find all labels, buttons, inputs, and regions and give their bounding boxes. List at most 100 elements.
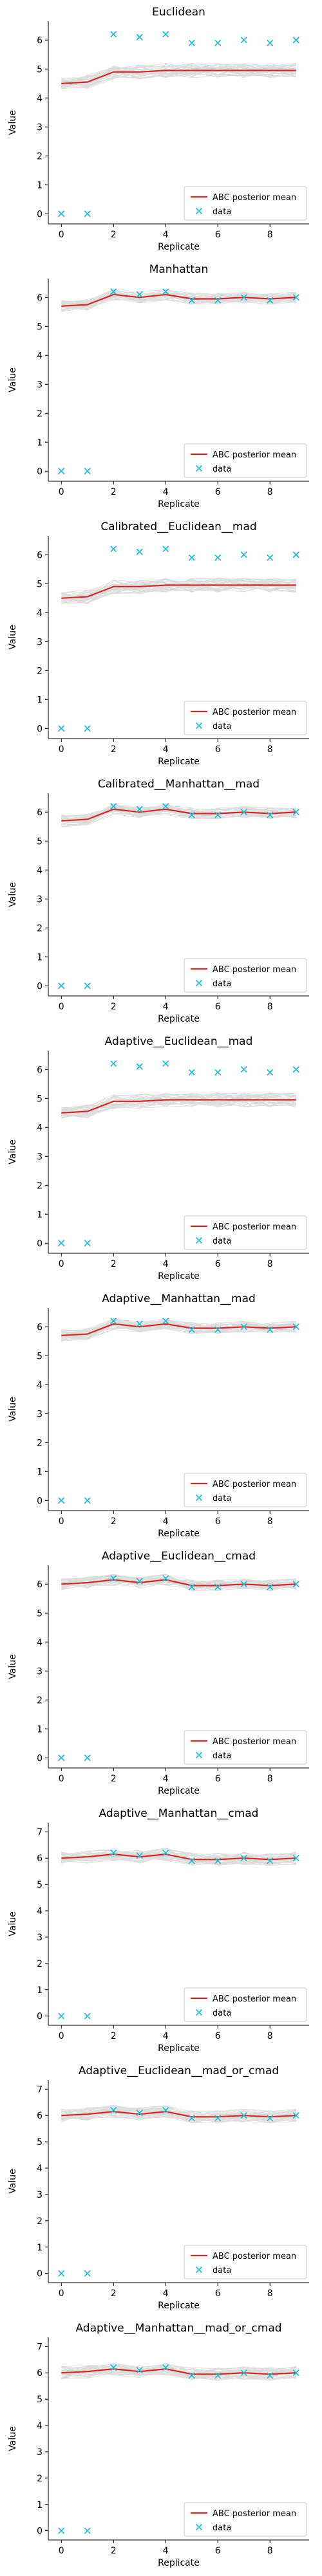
data-point [84, 468, 91, 475]
posterior-sample-line [61, 1574, 296, 1591]
data-point [240, 37, 247, 44]
y-axis-label: Value [8, 367, 18, 392]
y-tick-label: 4 [37, 2421, 43, 2431]
data-point [214, 2115, 222, 2122]
posterior-sample-line [61, 1321, 296, 1338]
legend-mean-label: ABC posterior mean [213, 450, 296, 460]
data-point [110, 1318, 117, 1325]
y-axis-label: Value [8, 1911, 18, 1936]
x-axis-label: Replicate [158, 757, 200, 767]
posterior-sample-line [61, 64, 296, 84]
posterior-sample-line [61, 2368, 296, 2380]
y-tick-label: 4 [37, 608, 43, 618]
posterior-sample-line [61, 2369, 296, 2380]
y-tick-label: 7 [37, 2084, 43, 2095]
y-tick-label: 5 [37, 64, 43, 75]
posterior-sample-line [61, 804, 296, 823]
y-tick-label: 0 [37, 724, 43, 734]
posterior-sample-line [61, 2362, 296, 2379]
posterior-sample-line [61, 291, 296, 306]
posterior-sample-line [61, 64, 296, 89]
legend: ABC posterior mean data [184, 1473, 307, 1507]
x-tick-label: 6 [215, 1002, 221, 1012]
data-point [188, 2115, 195, 2122]
legend-data-swatch [195, 2009, 203, 2016]
legend: ABC posterior mean data [184, 2245, 307, 2279]
y-tick-label: 2 [37, 1181, 43, 1191]
posterior-mean-line [61, 69, 296, 84]
y-tick-label: 5 [37, 579, 43, 589]
posterior-sample-line [61, 290, 296, 309]
data-point [267, 2372, 274, 2379]
posterior-sample-line [61, 1574, 296, 1590]
data-point [292, 2112, 299, 2119]
legend-mean-label: ABC posterior mean [213, 2509, 296, 2519]
legend-box [184, 1473, 307, 1507]
posterior-sample-line [61, 289, 296, 310]
posterior-sample-line [61, 578, 296, 605]
posterior-sample-line [61, 1848, 296, 1865]
legend-data-swatch [195, 2266, 203, 2274]
legend-box [184, 443, 307, 478]
x-tick-label: 2 [111, 1259, 117, 1269]
posterior-sample-line [61, 2108, 296, 2120]
posterior-sample-line [61, 577, 296, 602]
legend-box [184, 958, 307, 993]
x-tick-label: 8 [267, 230, 273, 240]
posterior-sample-line [61, 1575, 296, 1592]
x-tick-label: 0 [59, 230, 64, 240]
posterior-sample-line [61, 291, 296, 305]
legend-mean-label: ABC posterior mean [213, 2252, 296, 2261]
y-tick-label: 1 [37, 437, 43, 448]
posterior-sample-line [61, 1852, 296, 1865]
posterior-sample-line [61, 2111, 296, 2123]
posterior-sample-line [61, 2107, 296, 2119]
posterior-sample-line [61, 1578, 296, 1592]
legend-data-label: data [213, 207, 231, 217]
legend-box [184, 701, 307, 735]
legend-box [184, 1215, 307, 1250]
x-tick-label: 4 [163, 1516, 169, 1527]
data-point [240, 551, 247, 558]
posterior-sample-line [61, 2368, 296, 2381]
posterior-sample-line [61, 62, 296, 87]
data-point [267, 2115, 274, 2122]
posterior-sample-line [61, 1578, 296, 1590]
posterior-sample-line [61, 578, 296, 603]
legend: ABC posterior mean data [184, 958, 307, 993]
data-point [162, 1060, 169, 1067]
y-tick-label: 3 [37, 380, 43, 390]
data-point [162, 1575, 169, 1582]
y-tick-label: 4 [37, 1123, 43, 1133]
posterior-mean-line [61, 293, 296, 307]
posterior-sample-line [61, 578, 296, 605]
posterior-sample-line [61, 1850, 296, 1864]
legend-mean-label: ABC posterior mean [213, 1480, 296, 1489]
posterior-sample-line [61, 2110, 296, 2121]
y-tick-label: 4 [37, 1637, 43, 1648]
posterior-sample-line [61, 2365, 296, 2379]
posterior-sample-line [61, 578, 296, 600]
legend-box [184, 1730, 307, 1765]
data-point [188, 1069, 195, 1076]
data-point [267, 1583, 274, 1590]
legend-mean-label: ABC posterior mean [213, 1737, 296, 1747]
data-point [267, 1326, 274, 1333]
posterior-sample-line [61, 290, 296, 304]
posterior-sample-line [61, 2106, 296, 2122]
posterior-sample-line [61, 805, 296, 825]
x-tick-label: 2 [111, 2546, 117, 2556]
posterior-sample-line [61, 293, 296, 303]
legend-mean-label: ABC posterior mean [213, 193, 296, 203]
posterior-sample-line [61, 1575, 296, 1591]
posterior-sample-line [61, 1320, 296, 1341]
data-point [292, 1323, 299, 1330]
data-point [240, 809, 247, 816]
y-tick-label: 1 [37, 1467, 43, 1477]
posterior-sample-line [61, 803, 296, 823]
legend: ABC posterior mean data [184, 701, 307, 735]
y-tick-label: 3 [37, 2447, 43, 2458]
legend: ABC posterior mean data [184, 186, 307, 221]
posterior-sample-line [61, 806, 296, 825]
data-point [240, 294, 247, 301]
